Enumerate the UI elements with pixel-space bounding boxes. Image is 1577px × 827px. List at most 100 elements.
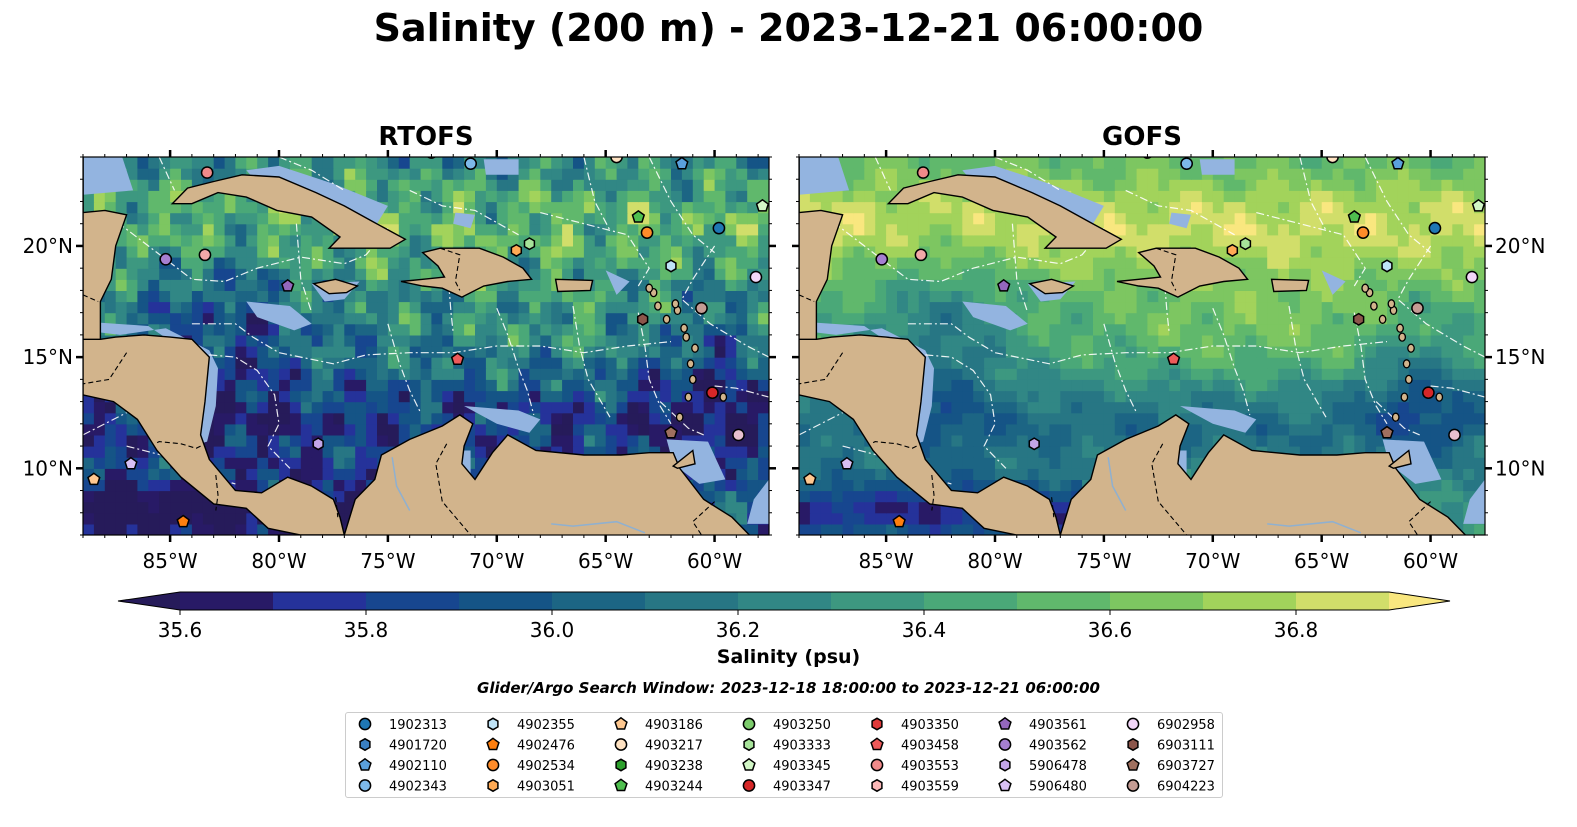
shallow-shelf [747, 479, 769, 524]
legend-marker [614, 716, 628, 730]
legend-marker [743, 737, 755, 752]
country-border [83, 294, 99, 303]
island [645, 283, 654, 293]
float-marker-4903561 [281, 278, 295, 292]
legend-marker [358, 717, 372, 731]
legend-entry-4903458: 4903458 [870, 737, 959, 754]
rtofs-map-frame [82, 156, 770, 536]
shallow-shelf [464, 406, 541, 433]
float-marker-5906480 [840, 456, 854, 470]
float-marker-4903350 [1099, 140, 1109, 151]
legend-marker [742, 757, 756, 771]
x-tick-label: 85°W [858, 549, 913, 573]
legend-entry-5906480: 5906480 [998, 778, 1087, 795]
float-marker-4903244 [1347, 209, 1362, 223]
legend-entry-6904223: 6904223 [1126, 779, 1215, 795]
colorbar-level [180, 592, 274, 610]
island [1400, 392, 1409, 402]
island [1361, 283, 1370, 293]
island [1407, 343, 1415, 353]
legend-label: 6904223 [1157, 780, 1215, 795]
land-trinidad [1387, 449, 1412, 470]
legend-entry-4903333: 4903333 [743, 737, 831, 754]
legend-label: 4903244 [645, 780, 703, 795]
legend-marker [358, 779, 372, 792]
colorbar-level [459, 592, 553, 610]
legend-label: 4903217 [645, 739, 703, 754]
float-marker-4903244 [631, 209, 646, 223]
legend-entry-4902476: 4902476 [486, 737, 575, 754]
country-border [1151, 443, 1188, 535]
island [1402, 359, 1411, 369]
island [1396, 323, 1404, 333]
float-marker-unlabeled [1448, 428, 1461, 442]
x-tick-label: 65°W [1294, 549, 1349, 573]
x-tick-label: 85°W [142, 549, 197, 573]
float-marker-6903111 [636, 312, 649, 326]
x-tick-label: 70°W [469, 549, 524, 573]
float-marker-4902343 [464, 157, 477, 171]
legend-entry-4903562: 4903562 [998, 738, 1087, 754]
legend-entry-4902110: 4902110 [358, 757, 447, 774]
float-marker-4901720 [827, 145, 837, 156]
float-marker-6903727 [664, 425, 678, 439]
legend-label: 4902110 [389, 759, 447, 774]
legend-entry-4903347: 4903347 [742, 779, 831, 795]
legend-entry-5906478: 5906478 [999, 758, 1087, 774]
float-marker-4902355 [1381, 259, 1393, 273]
colorbar-tick-label: 35.8 [344, 618, 389, 642]
legend-entry-4903345: 4903345 [742, 757, 831, 774]
legend-label: 6902958 [1157, 718, 1215, 733]
island [682, 332, 691, 342]
colorbar-level [831, 592, 925, 610]
legend-label: 4902534 [517, 759, 575, 774]
country-border [154, 441, 201, 449]
country-border [435, 443, 472, 535]
legend-label: 4903561 [1029, 718, 1087, 733]
float-marker-4903217 [610, 157, 623, 164]
float-legend: 1902313 4901720 4902110 4902343 4902355 49024… [345, 712, 1223, 798]
eez-boundary [907, 323, 1388, 365]
legend-label: 4903562 [1029, 739, 1087, 754]
legend-marker [742, 779, 756, 792]
island [654, 301, 662, 311]
legend-marker [614, 778, 628, 792]
y-tick-label: 10°N [1495, 456, 1545, 480]
eez-boundary [1364, 157, 1431, 254]
country-border [215, 474, 219, 511]
float-marker-4903051 [1226, 243, 1239, 257]
float-marker-5906480 [124, 456, 138, 470]
country-border [83, 352, 128, 385]
legend-entries: 1902313 4901720 4902110 4902343 4902355 49024… [358, 716, 1215, 795]
shallow-shelf [605, 270, 630, 295]
legend-entry-6902958: 6902958 [1126, 717, 1215, 733]
legend-entry-4902355: 4902355 [487, 717, 575, 733]
eez-boundary [1011, 223, 1029, 313]
float-marker-4903561 [997, 278, 1011, 292]
island [1378, 314, 1387, 324]
shallow-shelf [799, 157, 850, 195]
x-tick-label: 60°W [1403, 549, 1458, 573]
shallow-shelf [483, 159, 519, 175]
shallow-shelf [1382, 439, 1442, 484]
island [1404, 374, 1413, 385]
float-marker-4901720 [111, 145, 121, 156]
float-marker-4903238 [133, 142, 143, 153]
x-tick-label: 80°W [251, 549, 306, 573]
land-puertoRico [1270, 278, 1310, 293]
legend-label: 4903345 [773, 759, 831, 774]
colorbar-tick-label: 36.2 [716, 618, 761, 642]
eez-boundary [681, 245, 769, 358]
float-marker-4903051 [510, 243, 523, 257]
legend-label: 4902355 [517, 718, 575, 733]
country-border [440, 247, 461, 291]
legend-marker [1126, 779, 1140, 792]
legend-marker [998, 716, 1012, 730]
legend-entry-4903561: 4903561 [998, 716, 1087, 733]
float-marker-1902313 [712, 221, 726, 235]
float-marker-4903458 [1166, 352, 1181, 366]
legend-label: 4901720 [389, 739, 447, 754]
land-cuba [170, 174, 407, 249]
legend-label: 4903333 [773, 739, 831, 754]
colorbar-tick-label: 36.0 [530, 618, 575, 642]
